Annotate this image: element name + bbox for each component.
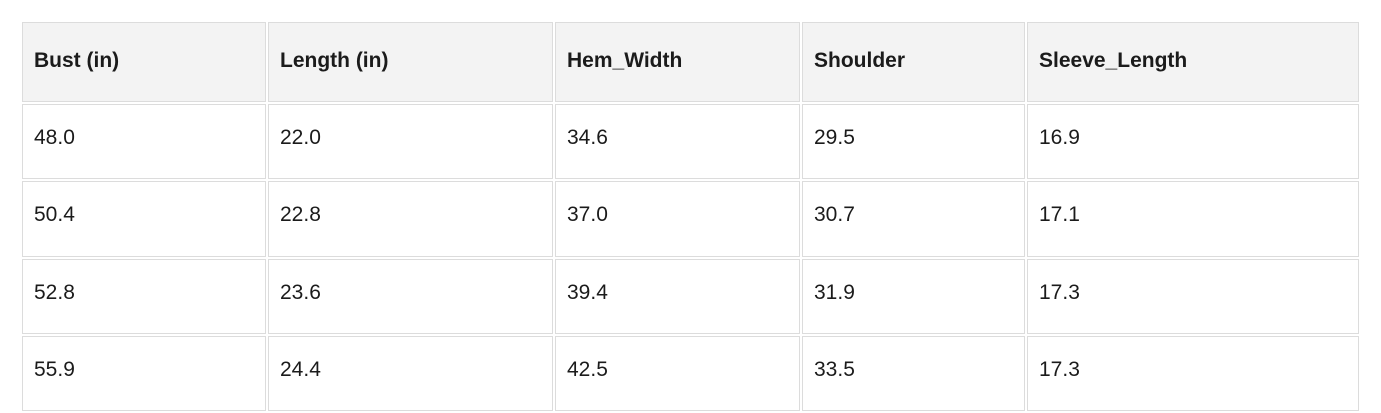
- table-cell: 16.9: [1027, 104, 1359, 180]
- table-row: 48.0 22.0 34.6 29.5 16.9: [22, 104, 1359, 180]
- table-cell: 24.4: [268, 335, 553, 411]
- table-cell: 39.4: [555, 258, 800, 334]
- table-cell: 50.4: [22, 181, 266, 257]
- table-row: 55.9 24.4 42.5 33.5 17.3: [22, 335, 1359, 411]
- table-row: 50.4 22.8 37.0 30.7 17.1: [22, 181, 1359, 257]
- table-cell: 55.9: [22, 335, 266, 411]
- table-cell: 17.1: [1027, 181, 1359, 257]
- table-cell: 30.7: [802, 181, 1025, 257]
- table-cell: 31.9: [802, 258, 1025, 334]
- table-cell: 23.6: [268, 258, 553, 334]
- table-cell: 22.0: [268, 104, 553, 180]
- column-header-bust: Bust (in): [22, 22, 266, 103]
- size-measurements-table: Bust (in) Length (in) Hem_Width Shoulder…: [20, 20, 1361, 413]
- header-row: Bust (in) Length (in) Hem_Width Shoulder…: [22, 22, 1359, 103]
- table-row: 52.8 23.6 39.4 31.9 17.3: [22, 258, 1359, 334]
- table-cell: 52.8: [22, 258, 266, 334]
- column-header-length: Length (in): [268, 22, 553, 103]
- table-cell: 17.3: [1027, 335, 1359, 411]
- table-cell: 17.3: [1027, 258, 1359, 334]
- table-cell: 22.8: [268, 181, 553, 257]
- table-cell: 29.5: [802, 104, 1025, 180]
- table-cell: 34.6: [555, 104, 800, 180]
- table-cell: 33.5: [802, 335, 1025, 411]
- column-header-sleeve-length: Sleeve_Length: [1027, 22, 1359, 103]
- table-cell: 42.5: [555, 335, 800, 411]
- column-header-shoulder: Shoulder: [802, 22, 1025, 103]
- table-cell: 37.0: [555, 181, 800, 257]
- table-cell: 48.0: [22, 104, 266, 180]
- column-header-hem-width: Hem_Width: [555, 22, 800, 103]
